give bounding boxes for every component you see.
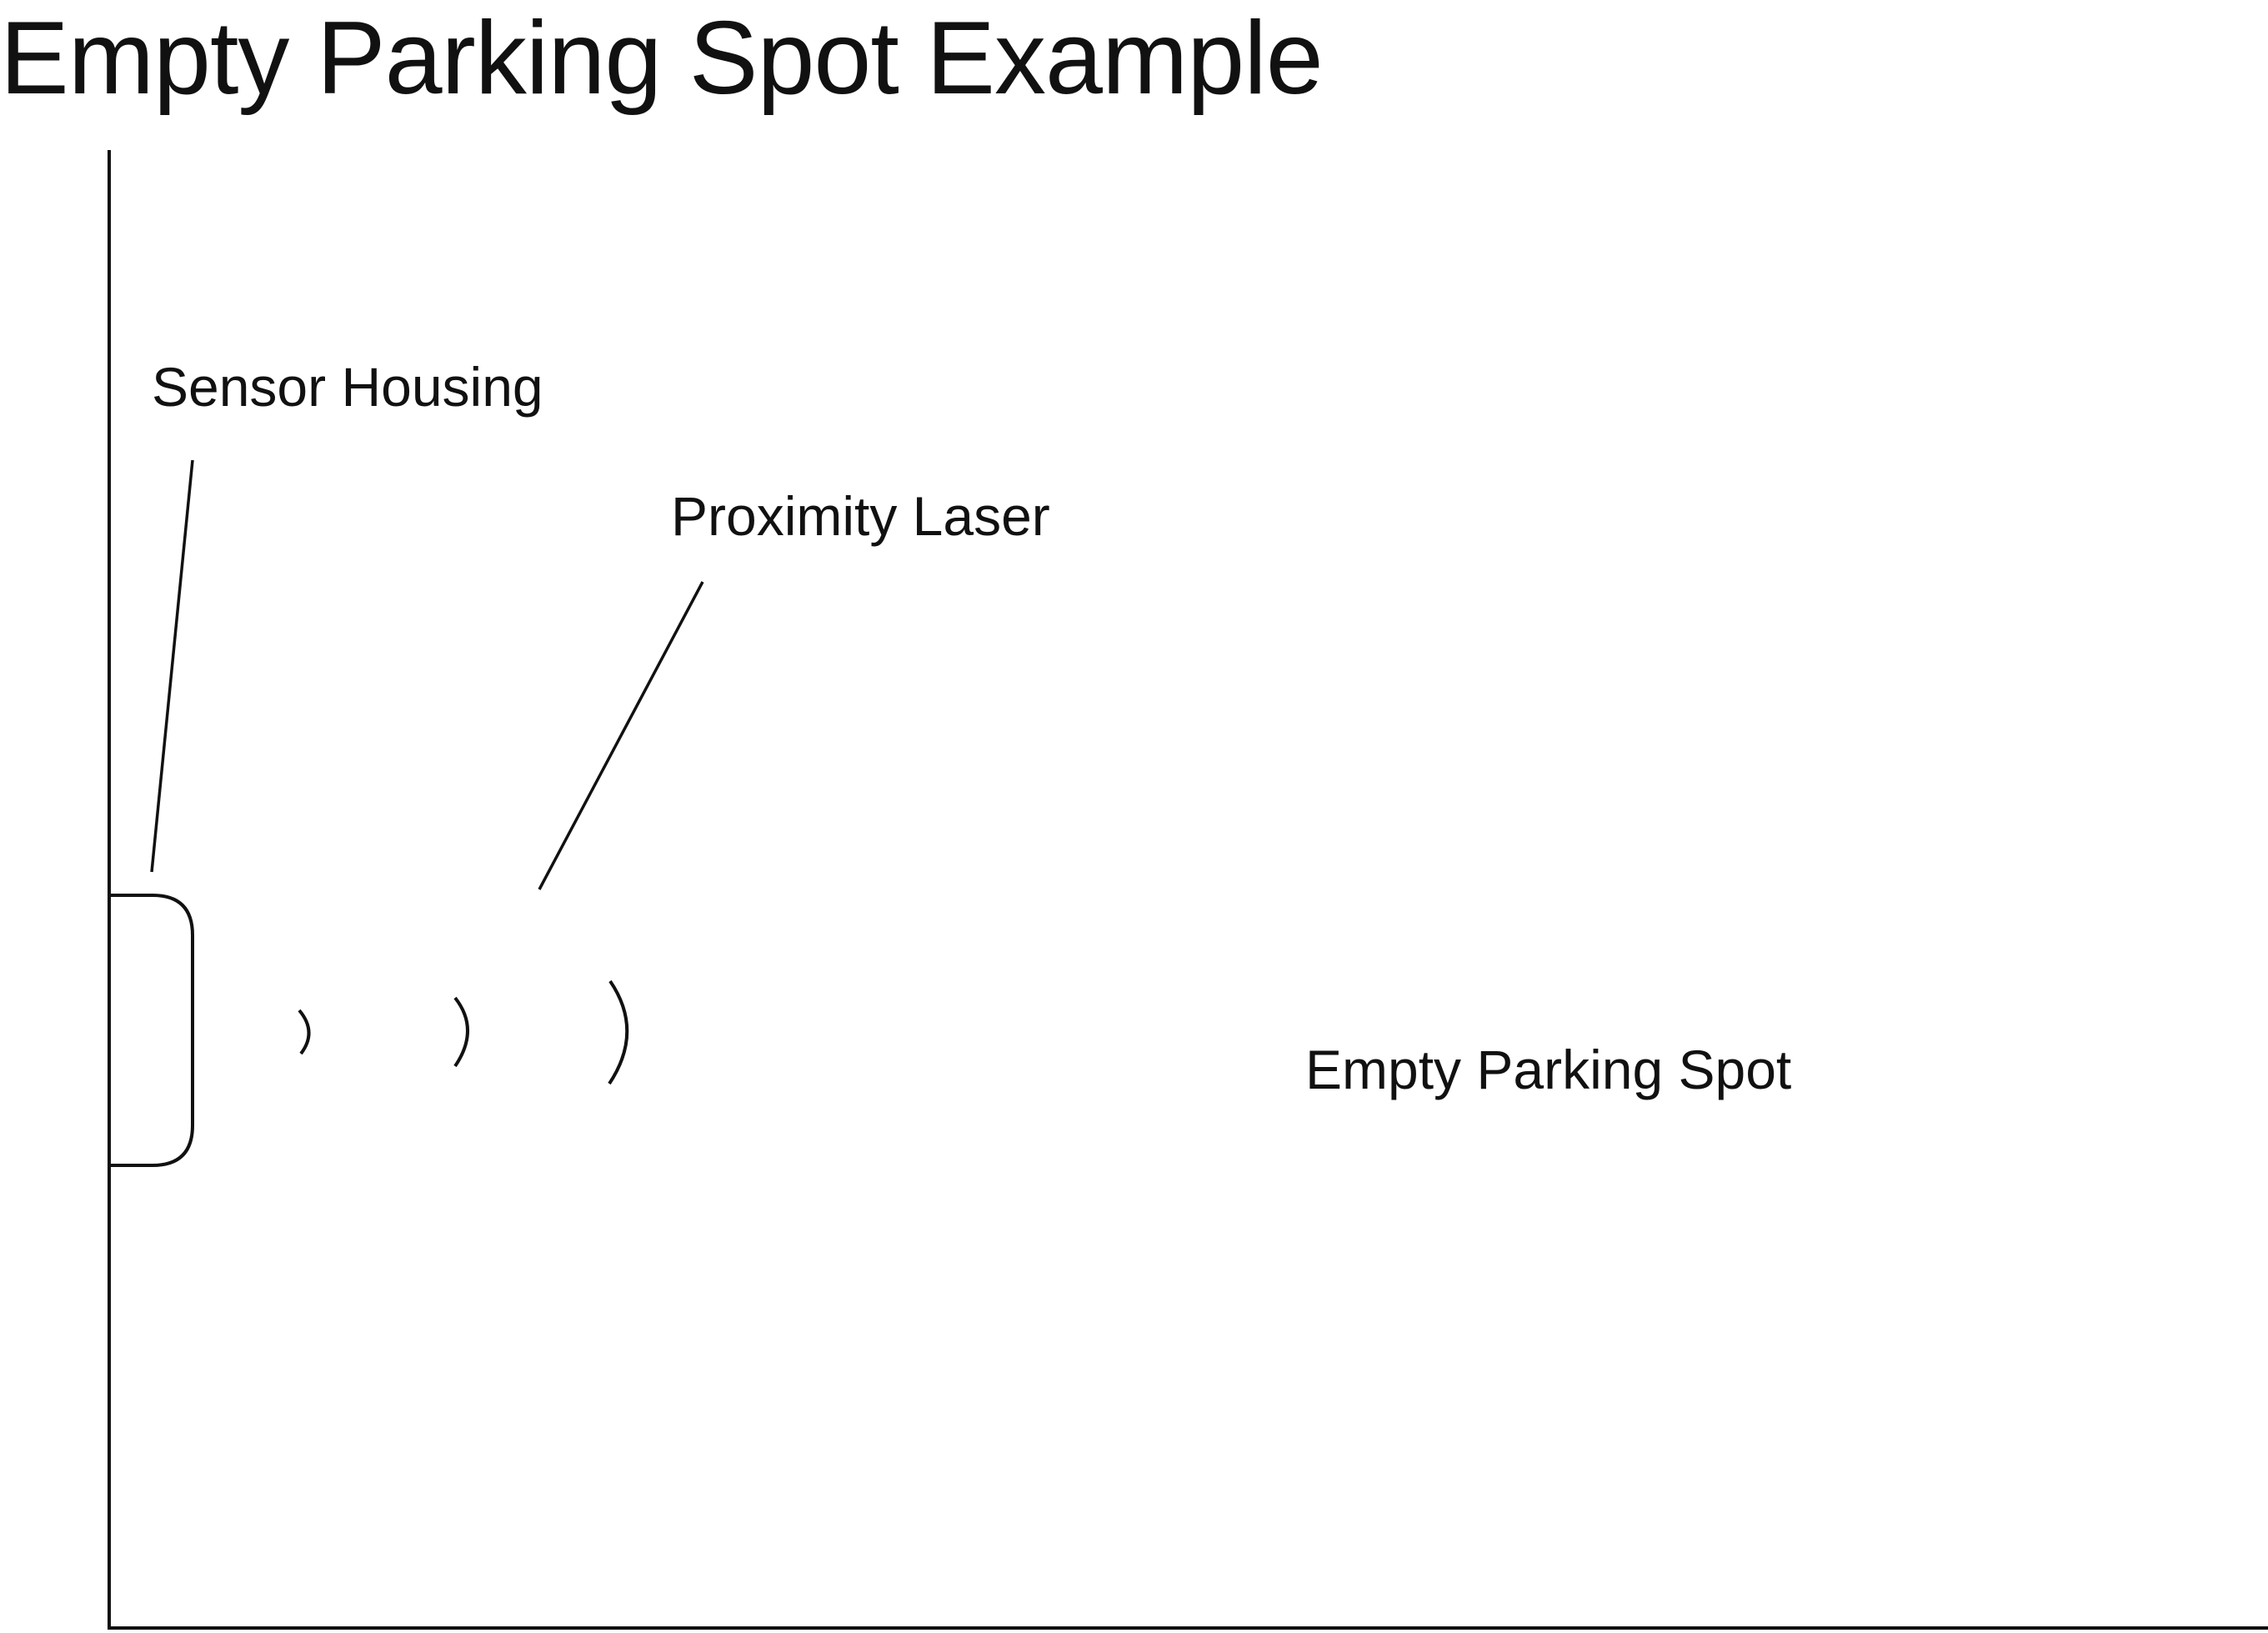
- laser-wave-medium: [453, 996, 469, 1068]
- proximity-laser-leader: [538, 581, 704, 890]
- sensor-housing-shape: [111, 894, 194, 1167]
- sensor-housing-leader: [150, 459, 194, 873]
- proximity-laser-label: Proximity Laser: [671, 485, 1050, 547]
- sensor-housing-label: Sensor Housing: [152, 356, 543, 418]
- diagram-title: Empty Parking Spot Example: [0, 1, 1324, 116]
- laser-wave-small: [298, 1009, 311, 1055]
- laser-wave-large: [608, 979, 629, 1085]
- empty-parking-spot-label: Empty Parking Spot: [1305, 1039, 1792, 1100]
